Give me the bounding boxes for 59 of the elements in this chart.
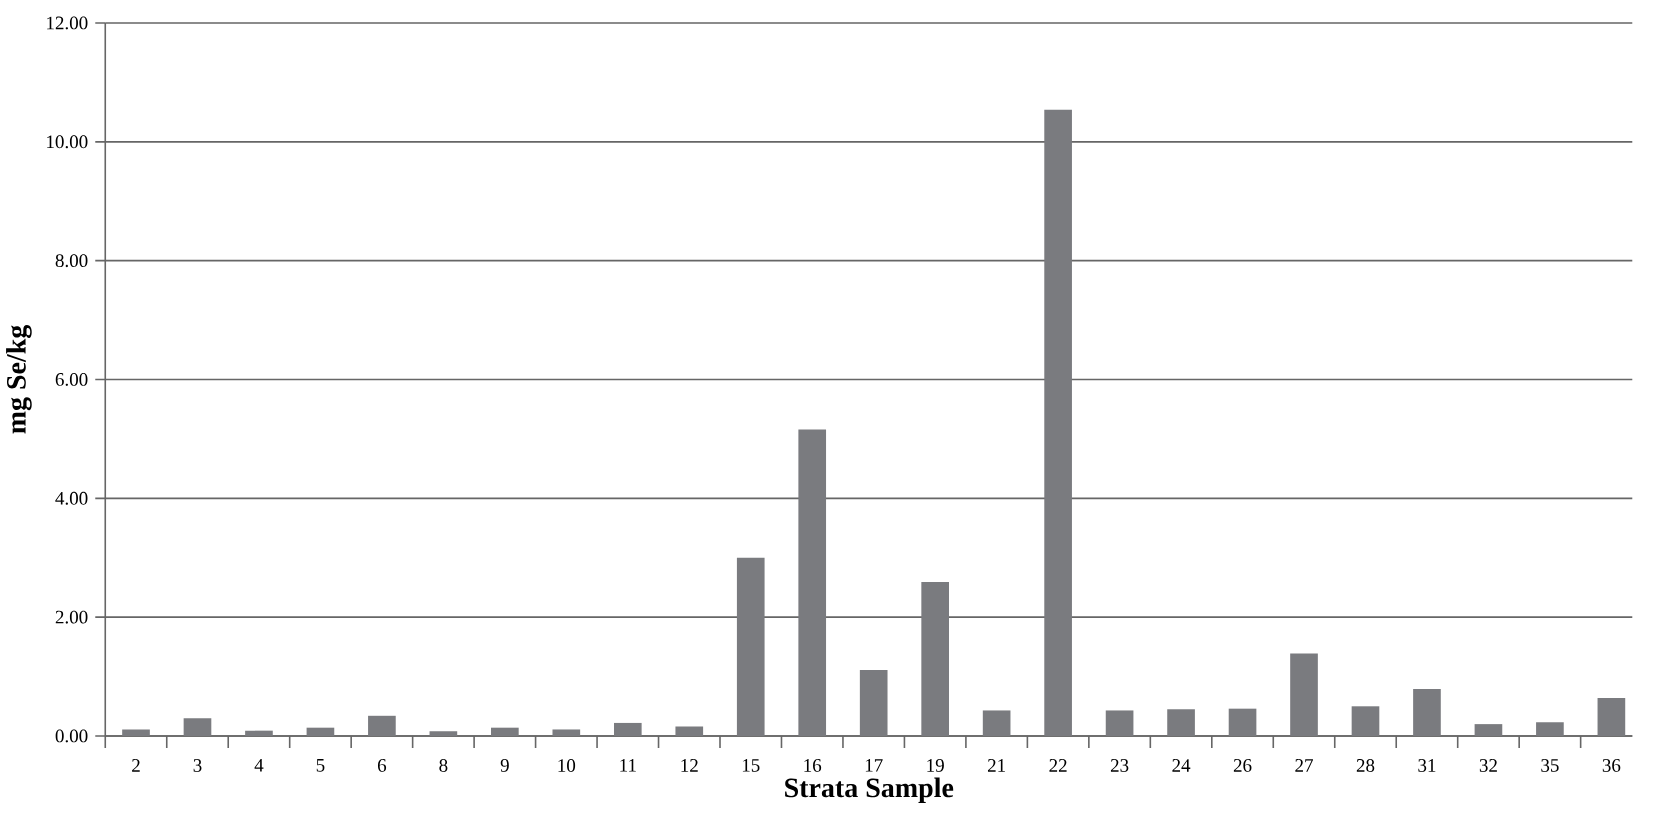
x-tick-label: 12 bbox=[681, 759, 698, 772]
x-tick-label: 17 bbox=[865, 759, 883, 772]
x-tick-label: 36 bbox=[1602, 759, 1621, 772]
bar bbox=[1167, 709, 1195, 736]
bar bbox=[122, 729, 150, 736]
bar bbox=[1597, 697, 1626, 736]
bar bbox=[1228, 708, 1257, 736]
bar bbox=[245, 730, 273, 736]
y-tick-label: 0.00 bbox=[55, 729, 88, 743]
bar bbox=[1290, 653, 1318, 736]
x-tick-label: 4 bbox=[254, 759, 264, 772]
bar bbox=[1474, 724, 1503, 736]
bar bbox=[1105, 710, 1134, 736]
bar bbox=[1413, 689, 1441, 736]
bar bbox=[1536, 722, 1564, 736]
x-tick-label: 16 bbox=[804, 759, 822, 772]
x-axis-title: Strata Sample bbox=[785, 777, 954, 804]
y-tick-label: 12.00 bbox=[47, 16, 88, 30]
x-tick-label: 22 bbox=[1049, 759, 1067, 772]
y-tick-label: 10.00 bbox=[47, 135, 88, 149]
x-tick-label: 11 bbox=[620, 759, 636, 772]
x-tick-label: 26 bbox=[1233, 759, 1252, 772]
bar bbox=[613, 722, 642, 736]
x-tick-label: 28 bbox=[1356, 759, 1375, 772]
x-tick-label: 27 bbox=[1295, 759, 1313, 772]
x-tick-label: 23 bbox=[1110, 759, 1129, 772]
x-tick-label: 19 bbox=[927, 759, 944, 772]
bar bbox=[736, 557, 765, 736]
bar bbox=[982, 710, 1011, 736]
x-tick-label: 32 bbox=[1479, 759, 1497, 772]
x-tick-label: 31 bbox=[1418, 759, 1436, 772]
x-tick-label: 35 bbox=[1541, 759, 1559, 772]
x-tick-label: 21 bbox=[987, 759, 1006, 772]
x-tick-label: 9 bbox=[500, 759, 509, 772]
x-tick-label: 15 bbox=[742, 759, 760, 772]
bar bbox=[859, 670, 888, 736]
bar bbox=[491, 727, 519, 736]
bar bbox=[675, 726, 704, 736]
y-tick-label: 8.00 bbox=[55, 254, 88, 268]
x-tick-label: 10 bbox=[558, 759, 576, 772]
bar bbox=[306, 727, 335, 736]
bar bbox=[552, 729, 581, 736]
bar bbox=[429, 731, 458, 736]
y-tick-label: 2.00 bbox=[55, 610, 88, 624]
x-tick-label: 6 bbox=[377, 759, 387, 772]
bar bbox=[183, 718, 212, 736]
x-tick-label: 8 bbox=[439, 759, 448, 772]
y-tick-label: 4.00 bbox=[55, 491, 88, 505]
x-tick-label: 2 bbox=[132, 759, 140, 772]
x-tick-label: 5 bbox=[316, 759, 325, 772]
bar bbox=[798, 429, 827, 736]
x-tick-label: 24 bbox=[1172, 759, 1191, 772]
y-tick-label: 6.00 bbox=[55, 373, 88, 386]
bar bbox=[1044, 109, 1072, 736]
y-axis-title: mg Se/kg bbox=[6, 324, 32, 434]
x-tick-label: 3 bbox=[193, 759, 202, 772]
bar bbox=[1351, 706, 1380, 736]
bar bbox=[368, 715, 396, 736]
bar bbox=[921, 582, 949, 736]
